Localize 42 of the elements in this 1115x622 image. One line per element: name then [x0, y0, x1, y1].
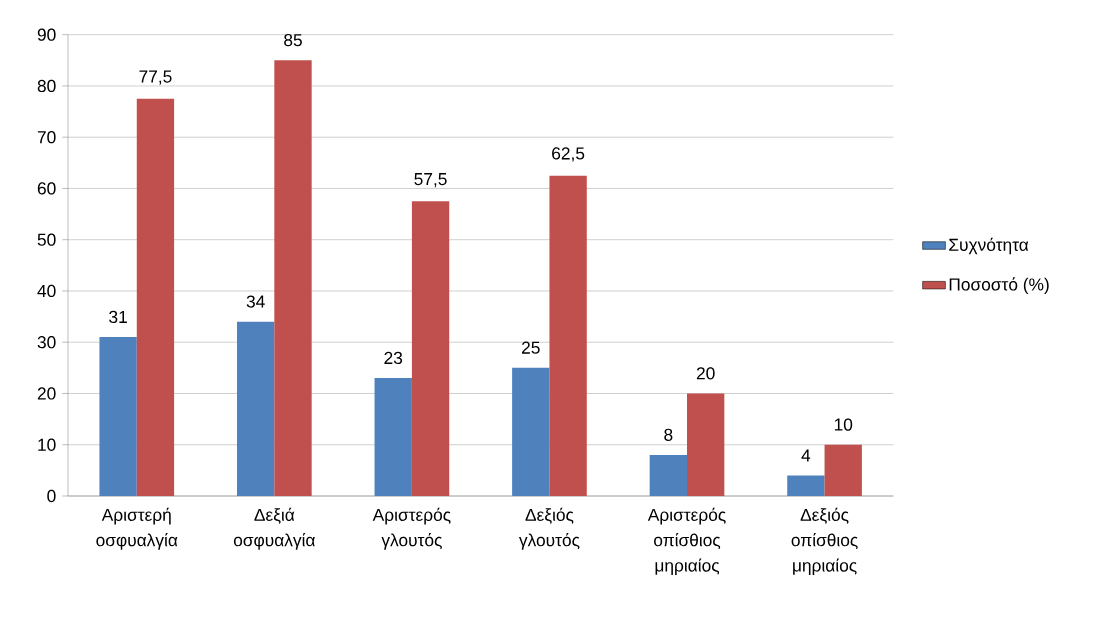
data-label: 31 [109, 310, 127, 324]
data-label: 10 [834, 418, 853, 431]
data-label: 23 [384, 351, 403, 365]
y-tick-label: 40 [37, 284, 56, 298]
data-label: 8 [664, 428, 673, 441]
bar [824, 444, 862, 496]
y-tick-label: 80 [37, 79, 56, 93]
legend-label: Ποσοστό (%) [949, 277, 1049, 294]
bar [274, 60, 312, 496]
x-tick-label: Αριστερός γλουτός [372, 507, 451, 550]
y-tick-label: 90 [37, 28, 56, 41]
data-label: 85 [284, 33, 302, 47]
y-tick-label: 10 [38, 438, 56, 451]
bar [512, 367, 550, 496]
bar [549, 175, 587, 496]
x-tick-label: Αριστερός οπίσθιος μηριαίος [647, 507, 726, 576]
y-tick-label: 50 [37, 233, 56, 246]
bar [99, 337, 137, 496]
x-tick-label: Αριστερή οσφυαλγία [96, 507, 178, 550]
y-tick-label: 0 [47, 489, 56, 503]
data-label: 62,5 [552, 147, 585, 162]
data-label: 34 [246, 295, 265, 308]
bar [411, 201, 450, 496]
bar [787, 475, 825, 496]
bar [687, 393, 725, 496]
x-tick-label: Δεξιός γλουτός [518, 507, 580, 550]
bar [237, 321, 275, 496]
data-label: 77,5 [139, 70, 172, 85]
x-tick-label: Δεξιός οπίσθιος μηριαίος [791, 507, 858, 576]
x-tick-label: Δεξιά οσφυαλγία [233, 507, 315, 550]
bar [374, 378, 412, 496]
y-tick-label: 30 [37, 336, 56, 349]
data-label: 57,5 [414, 173, 447, 188]
data-label: 20 [696, 367, 715, 380]
y-tick-label: 20 [37, 387, 56, 400]
y-tick-label: 70 [37, 131, 56, 144]
bar [136, 98, 175, 496]
data-label: 4 [801, 449, 811, 462]
data-label: 25 [522, 341, 540, 354]
y-tick-label: 60 [37, 182, 56, 195]
bar [649, 454, 687, 496]
legend-label: Συχνότητα [949, 237, 1029, 255]
